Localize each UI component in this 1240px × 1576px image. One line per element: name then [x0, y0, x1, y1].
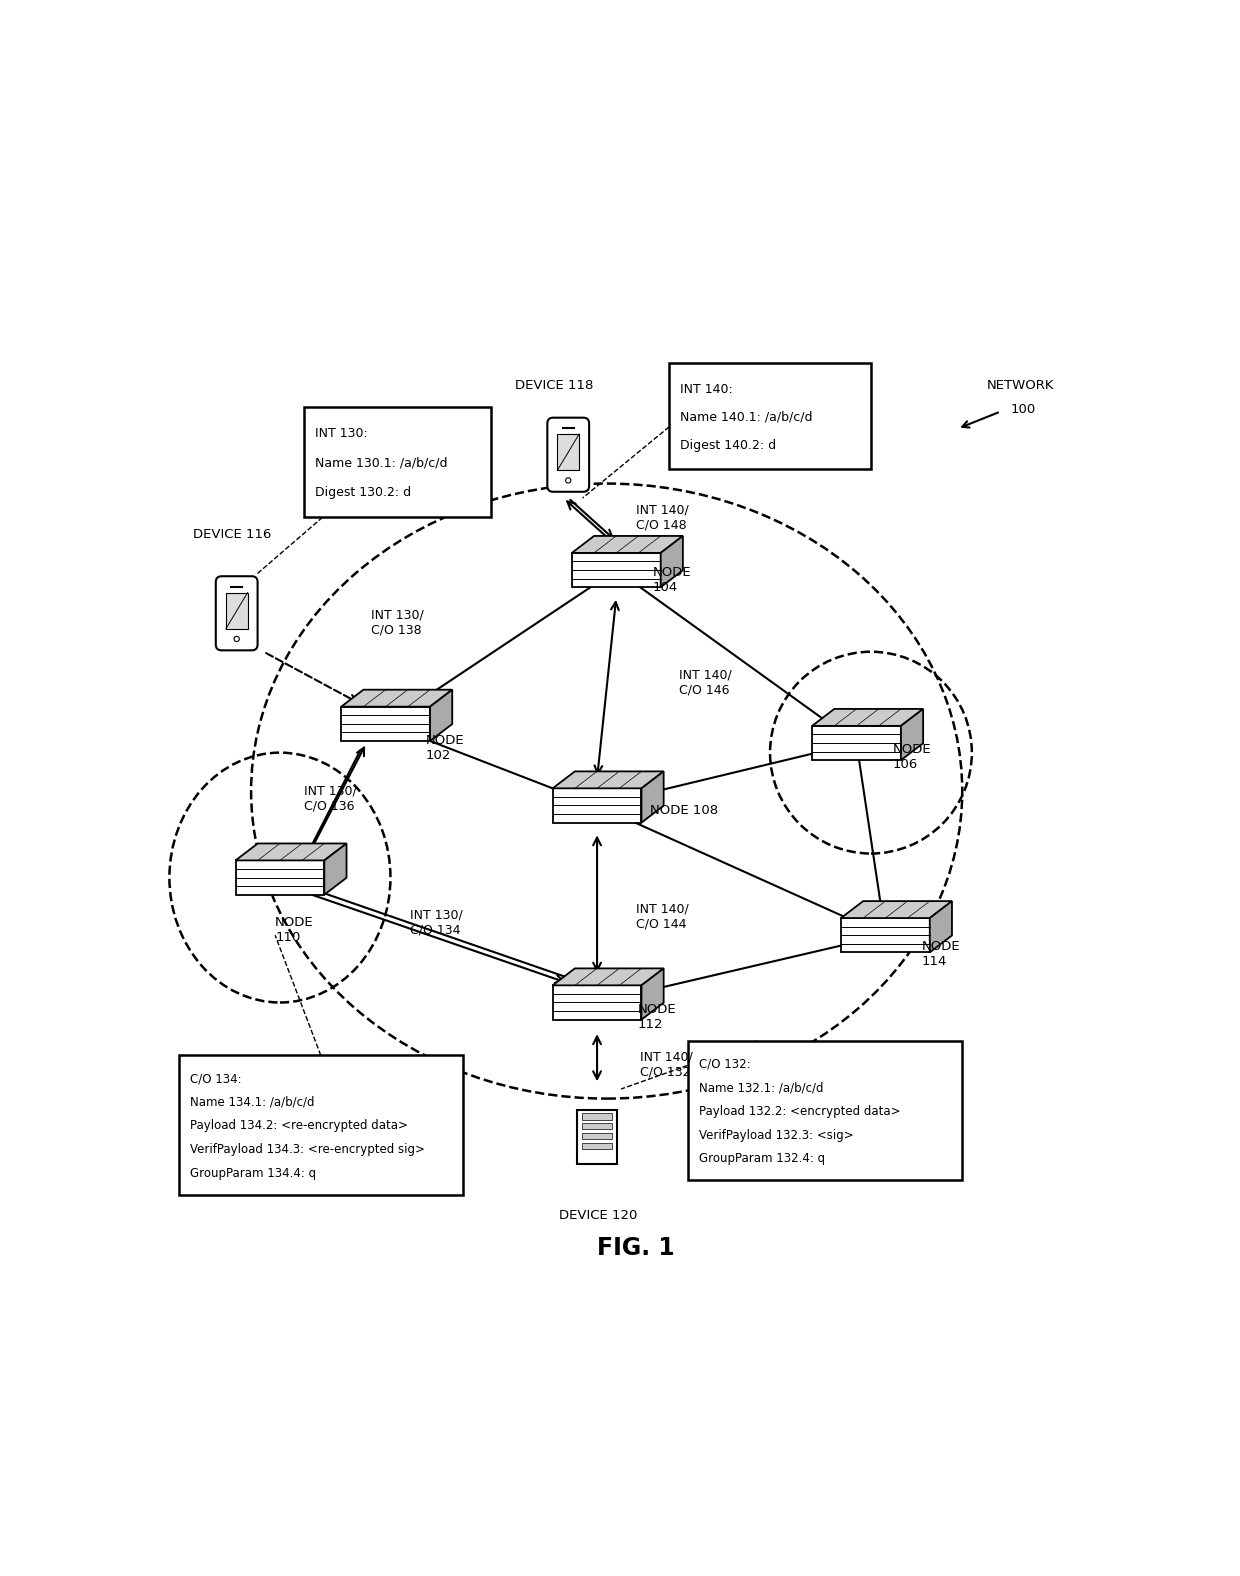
Text: Digest 130.2: d: Digest 130.2: d: [315, 485, 410, 500]
Text: GroupParam 132.4: q: GroupParam 132.4: q: [699, 1152, 825, 1165]
Text: VerifPayload 134.3: <re-encrypted sig>: VerifPayload 134.3: <re-encrypted sig>: [190, 1143, 424, 1157]
Text: Name 134.1: /a/b/c/d: Name 134.1: /a/b/c/d: [190, 1095, 314, 1110]
Text: Name 132.1: /a/b/c/d: Name 132.1: /a/b/c/d: [699, 1081, 823, 1094]
Bar: [582, 1143, 613, 1149]
Text: INT 140/
C/O 144: INT 140/ C/O 144: [635, 901, 688, 930]
Text: NODE
114: NODE 114: [921, 941, 961, 968]
Polygon shape: [841, 919, 930, 952]
Polygon shape: [553, 968, 663, 985]
Polygon shape: [341, 706, 430, 741]
Text: NODE
110: NODE 110: [275, 916, 314, 944]
Text: GroupParam 134.4: q: GroupParam 134.4: q: [190, 1166, 316, 1180]
Polygon shape: [325, 843, 346, 895]
Polygon shape: [572, 536, 683, 553]
Text: INT 140/
C/O 146: INT 140/ C/O 146: [678, 668, 732, 697]
Text: C/O 132:: C/O 132:: [699, 1057, 750, 1070]
Polygon shape: [430, 690, 453, 741]
Bar: [582, 1133, 613, 1139]
Text: INT 130/
C/O 138: INT 130/ C/O 138: [371, 608, 424, 637]
Polygon shape: [553, 788, 641, 823]
Polygon shape: [236, 860, 325, 895]
Polygon shape: [901, 709, 923, 760]
Text: INT 140/
C/O 132: INT 140/ C/O 132: [640, 1051, 693, 1080]
Polygon shape: [661, 536, 683, 588]
Text: VerifPayload 132.3: <sig>: VerifPayload 132.3: <sig>: [699, 1128, 853, 1141]
Bar: [670, 364, 870, 470]
Polygon shape: [841, 901, 952, 919]
Circle shape: [234, 637, 239, 641]
FancyBboxPatch shape: [216, 577, 258, 651]
Text: INT 130/
C/O 134: INT 130/ C/O 134: [409, 909, 463, 936]
Text: INT 140:: INT 140:: [680, 383, 733, 396]
Text: FIG. 1: FIG. 1: [596, 1236, 675, 1259]
Text: DEVICE 120: DEVICE 120: [559, 1209, 637, 1221]
Text: 100: 100: [1011, 403, 1035, 416]
Text: NODE 108: NODE 108: [650, 804, 718, 816]
Bar: [179, 1056, 463, 1195]
Text: C/O 134:: C/O 134:: [190, 1072, 242, 1086]
Text: Name 130.1: /a/b/c/d: Name 130.1: /a/b/c/d: [315, 457, 448, 470]
Circle shape: [565, 478, 570, 482]
Text: NODE
104: NODE 104: [652, 566, 692, 594]
Bar: [577, 1110, 618, 1165]
Text: INT 130:: INT 130:: [315, 427, 367, 440]
Text: DEVICE 118: DEVICE 118: [516, 380, 594, 392]
Bar: [557, 433, 579, 470]
Polygon shape: [641, 968, 663, 1020]
Bar: [688, 1040, 962, 1180]
Text: NETWORK: NETWORK: [986, 380, 1054, 392]
Text: Name 140.1: /a/b/c/d: Name 140.1: /a/b/c/d: [680, 411, 812, 424]
Bar: [582, 1114, 613, 1119]
Polygon shape: [553, 985, 641, 1020]
Text: DEVICE 116: DEVICE 116: [193, 528, 272, 541]
Text: Digest 140.2: d: Digest 140.2: d: [680, 440, 776, 452]
Polygon shape: [341, 690, 453, 706]
Polygon shape: [930, 901, 952, 952]
Polygon shape: [236, 843, 346, 860]
Text: INT 140/
C/O 148: INT 140/ C/O 148: [635, 503, 688, 531]
Polygon shape: [572, 553, 661, 588]
Text: INT 130/
C/O 136: INT 130/ C/O 136: [304, 785, 357, 813]
Text: NODE
112: NODE 112: [637, 1002, 676, 1031]
FancyBboxPatch shape: [547, 418, 589, 492]
Polygon shape: [812, 709, 923, 727]
Text: Payload 132.2: <encrypted data>: Payload 132.2: <encrypted data>: [699, 1105, 900, 1117]
Text: NODE
102: NODE 102: [427, 734, 465, 761]
Text: NODE
106: NODE 106: [893, 744, 931, 771]
Bar: [582, 1124, 613, 1130]
Text: Payload 134.2: <re-encrypted data>: Payload 134.2: <re-encrypted data>: [190, 1119, 408, 1133]
Bar: [304, 407, 491, 517]
Polygon shape: [553, 771, 663, 788]
Polygon shape: [812, 727, 901, 760]
Polygon shape: [641, 771, 663, 823]
Bar: [226, 593, 248, 629]
